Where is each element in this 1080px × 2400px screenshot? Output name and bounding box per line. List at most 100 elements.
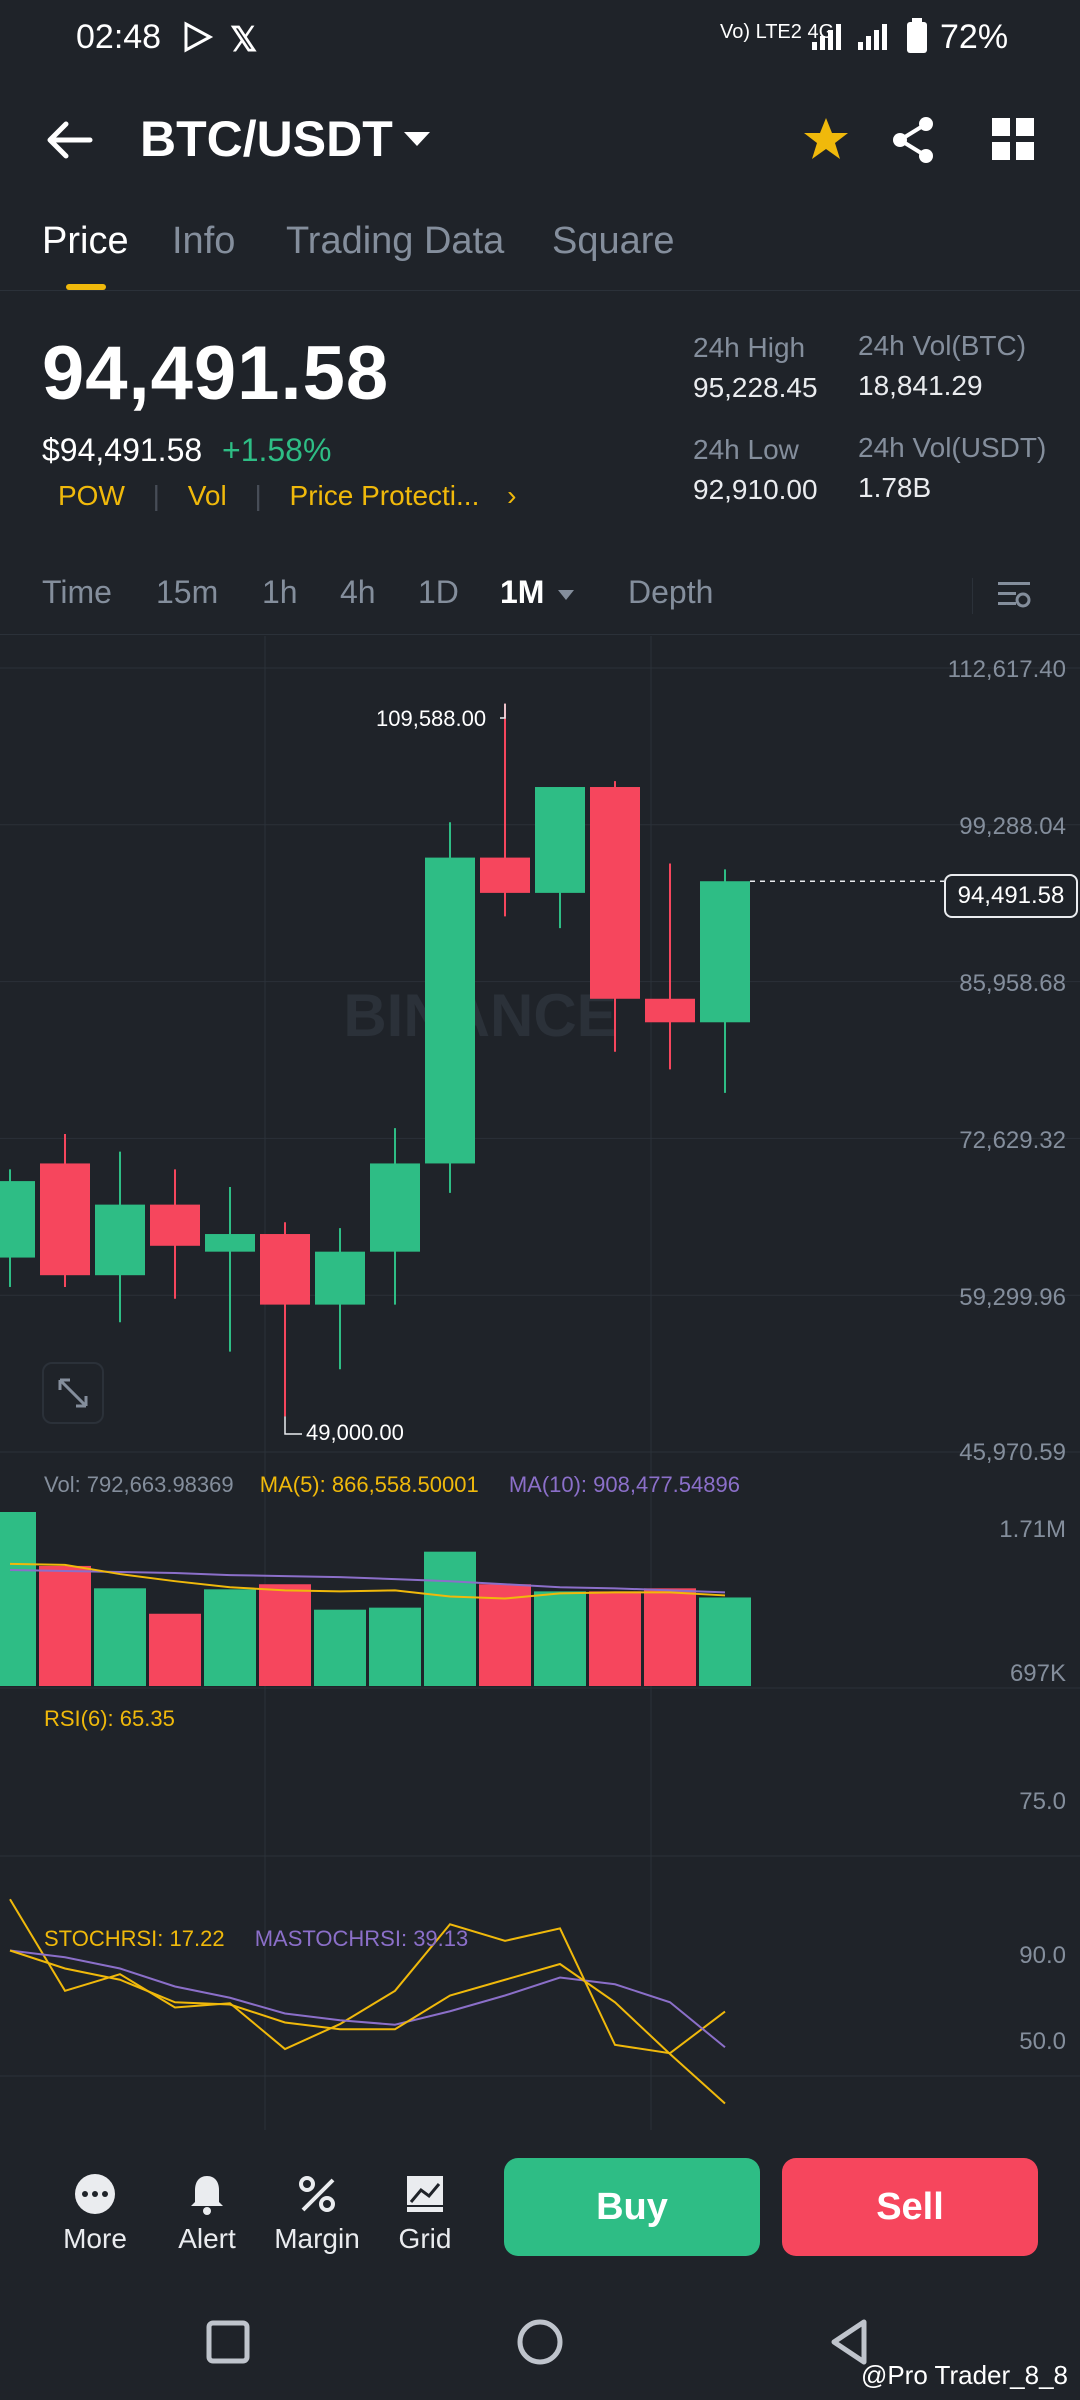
signal-icon (810, 22, 890, 57)
more-label: More (63, 2223, 127, 2254)
candle-body (370, 1163, 420, 1252)
ma10-value: MA(10): 908,477.54896 (508, 1472, 740, 1497)
volume-bar (259, 1584, 311, 1686)
tab-trading-data[interactable]: Trading Data (286, 220, 505, 262)
high-label: 24h High (693, 332, 806, 363)
pair-selector[interactable]: BTC/USDT (140, 111, 393, 167)
timeframe-1m[interactable]: 1M (500, 574, 545, 610)
fullscreen-button[interactable] (42, 1362, 104, 1424)
status-bar: 02:48 𝕏 Vo) LTE2 4G 72% (0, 0, 1080, 80)
chart-settings-icon[interactable] (996, 576, 1032, 617)
volume-bar (699, 1597, 751, 1686)
alert-button[interactable]: Alert (152, 2172, 262, 2255)
vol-btc-label: 24h Vol(BTC) (858, 330, 1027, 361)
volume-bar (589, 1591, 641, 1686)
current-price-tag: 94,491.58 (944, 874, 1078, 918)
volume-axis-label: 697K (1009, 1660, 1066, 1687)
stochrsi-line (9, 1949, 726, 2105)
high-marker: 109,588.00 (376, 706, 487, 731)
bottom-action-bar: More Alert Margin Grid Buy Sell (0, 2130, 1080, 2280)
ma5-line (9, 1562, 726, 1600)
ma5-value: MA(5): 866,558.50001 (259, 1472, 479, 1497)
ma10-line (9, 1569, 726, 1594)
star-icon[interactable] (800, 114, 852, 166)
stochrsi-value: STOCHRSI: 17.22 (44, 1926, 225, 1951)
timeframe-15m[interactable]: 15m (156, 574, 219, 610)
buy-button[interactable]: Buy (504, 2158, 760, 2256)
volume-value: Vol: 792,663.98369 (44, 1472, 234, 1497)
sell-button[interactable]: Sell (782, 2158, 1038, 2256)
usd-price: $94,491.58 (42, 432, 203, 468)
tag-price-protection[interactable]: Price Protecti... (289, 480, 480, 511)
x-app-icon: 𝕏 (230, 21, 258, 59)
timeframe-bar (0, 556, 1080, 635)
chevron-down-icon[interactable] (402, 130, 432, 155)
header: BTC/USDT (0, 100, 1080, 180)
binance-watermark: BINANCE (343, 982, 616, 1049)
price-change-percent: +1.58% (222, 432, 332, 468)
volume-bar (0, 1512, 36, 1686)
low-value: 92,910.00 (693, 474, 818, 505)
candle-body (535, 787, 585, 893)
tag-vol[interactable]: Vol (187, 480, 227, 511)
more-icon (75, 2174, 115, 2214)
low-label: 24h Low (693, 434, 799, 465)
status-time: 02:48 (76, 18, 162, 56)
candlestick-chart[interactable]: BINANCE (0, 636, 1080, 2130)
rsi-axis-label: 75.0 (1019, 1788, 1066, 1815)
candle-body (260, 1234, 310, 1305)
tab-square[interactable]: Square (552, 220, 675, 262)
rsi-label: RSI(6): 65.35 (44, 1706, 175, 1731)
alert-label: Alert (178, 2223, 236, 2254)
battery-percent: 72% (940, 18, 1009, 56)
volume-bar (479, 1584, 531, 1686)
volume-bar (369, 1607, 421, 1686)
margin-icon (299, 2176, 335, 2212)
timeframe-4h[interactable]: 4h (340, 574, 376, 610)
candle-body (205, 1234, 255, 1252)
tab-price[interactable]: Price (42, 220, 129, 262)
tab-info[interactable]: Info (172, 220, 236, 262)
expand-icon (58, 1378, 88, 1408)
high-value: 95,228.45 (693, 372, 818, 403)
grid-bot-button[interactable]: Grid (370, 2172, 480, 2255)
timeframe-1d[interactable]: 1D (418, 574, 459, 610)
timeframe-1h[interactable]: 1h (262, 574, 298, 610)
share-icon[interactable] (888, 114, 940, 166)
user-watermark: @Pro Trader_8_8 (860, 2360, 1068, 2390)
candle-body (95, 1204, 145, 1276)
price-axis-label: 85,958.68 (959, 970, 1066, 997)
bell-icon (191, 2176, 223, 2215)
stochrsi-legend: STOCHRSI: 17.22 MASTOCHRSI: 39.13 (44, 1926, 468, 1952)
low-marker: 49,000.00 (306, 1420, 404, 1445)
more-button[interactable]: More (40, 2172, 150, 2255)
timeframe-caret-icon[interactable] (556, 588, 576, 607)
play-store-icon (180, 20, 214, 59)
volume-bar (204, 1589, 256, 1686)
volume-legend: Vol: 792,663.98369 MA(5): 866,558.50001 … (44, 1472, 740, 1498)
back-arrow-icon[interactable] (44, 118, 94, 162)
back-icon[interactable] (826, 2318, 874, 2371)
candle-body (40, 1163, 90, 1276)
home-icon[interactable] (516, 2318, 564, 2371)
candle-body (0, 1181, 35, 1258)
low-leader-line (284, 1416, 302, 1435)
vol-btc-value: 18,841.29 (858, 370, 983, 401)
price-axis-label: 112,617.40 (947, 656, 1066, 683)
margin-button[interactable]: Margin (262, 2172, 372, 2255)
divider (972, 578, 973, 614)
active-tab-indicator (66, 284, 106, 290)
grid-icon[interactable] (988, 114, 1040, 166)
volume-bar (39, 1565, 91, 1686)
last-price: 94,491.58 (42, 331, 390, 416)
volume-bar (424, 1551, 476, 1686)
tag-row: POW | Vol | Price Protecti... › (58, 480, 517, 511)
tag-pow[interactable]: POW (58, 480, 125, 511)
recents-icon[interactable] (206, 2320, 250, 2369)
grid-bot-icon (407, 2176, 443, 2212)
timeframe-depth[interactable]: Depth (628, 574, 714, 610)
volume-axis-label: 1.71M (999, 1516, 1066, 1543)
timeframe-time[interactable]: Time (42, 574, 112, 610)
price-axis-label: 99,288.04 (959, 813, 1066, 840)
chevron-right-icon[interactable]: › (507, 480, 517, 511)
